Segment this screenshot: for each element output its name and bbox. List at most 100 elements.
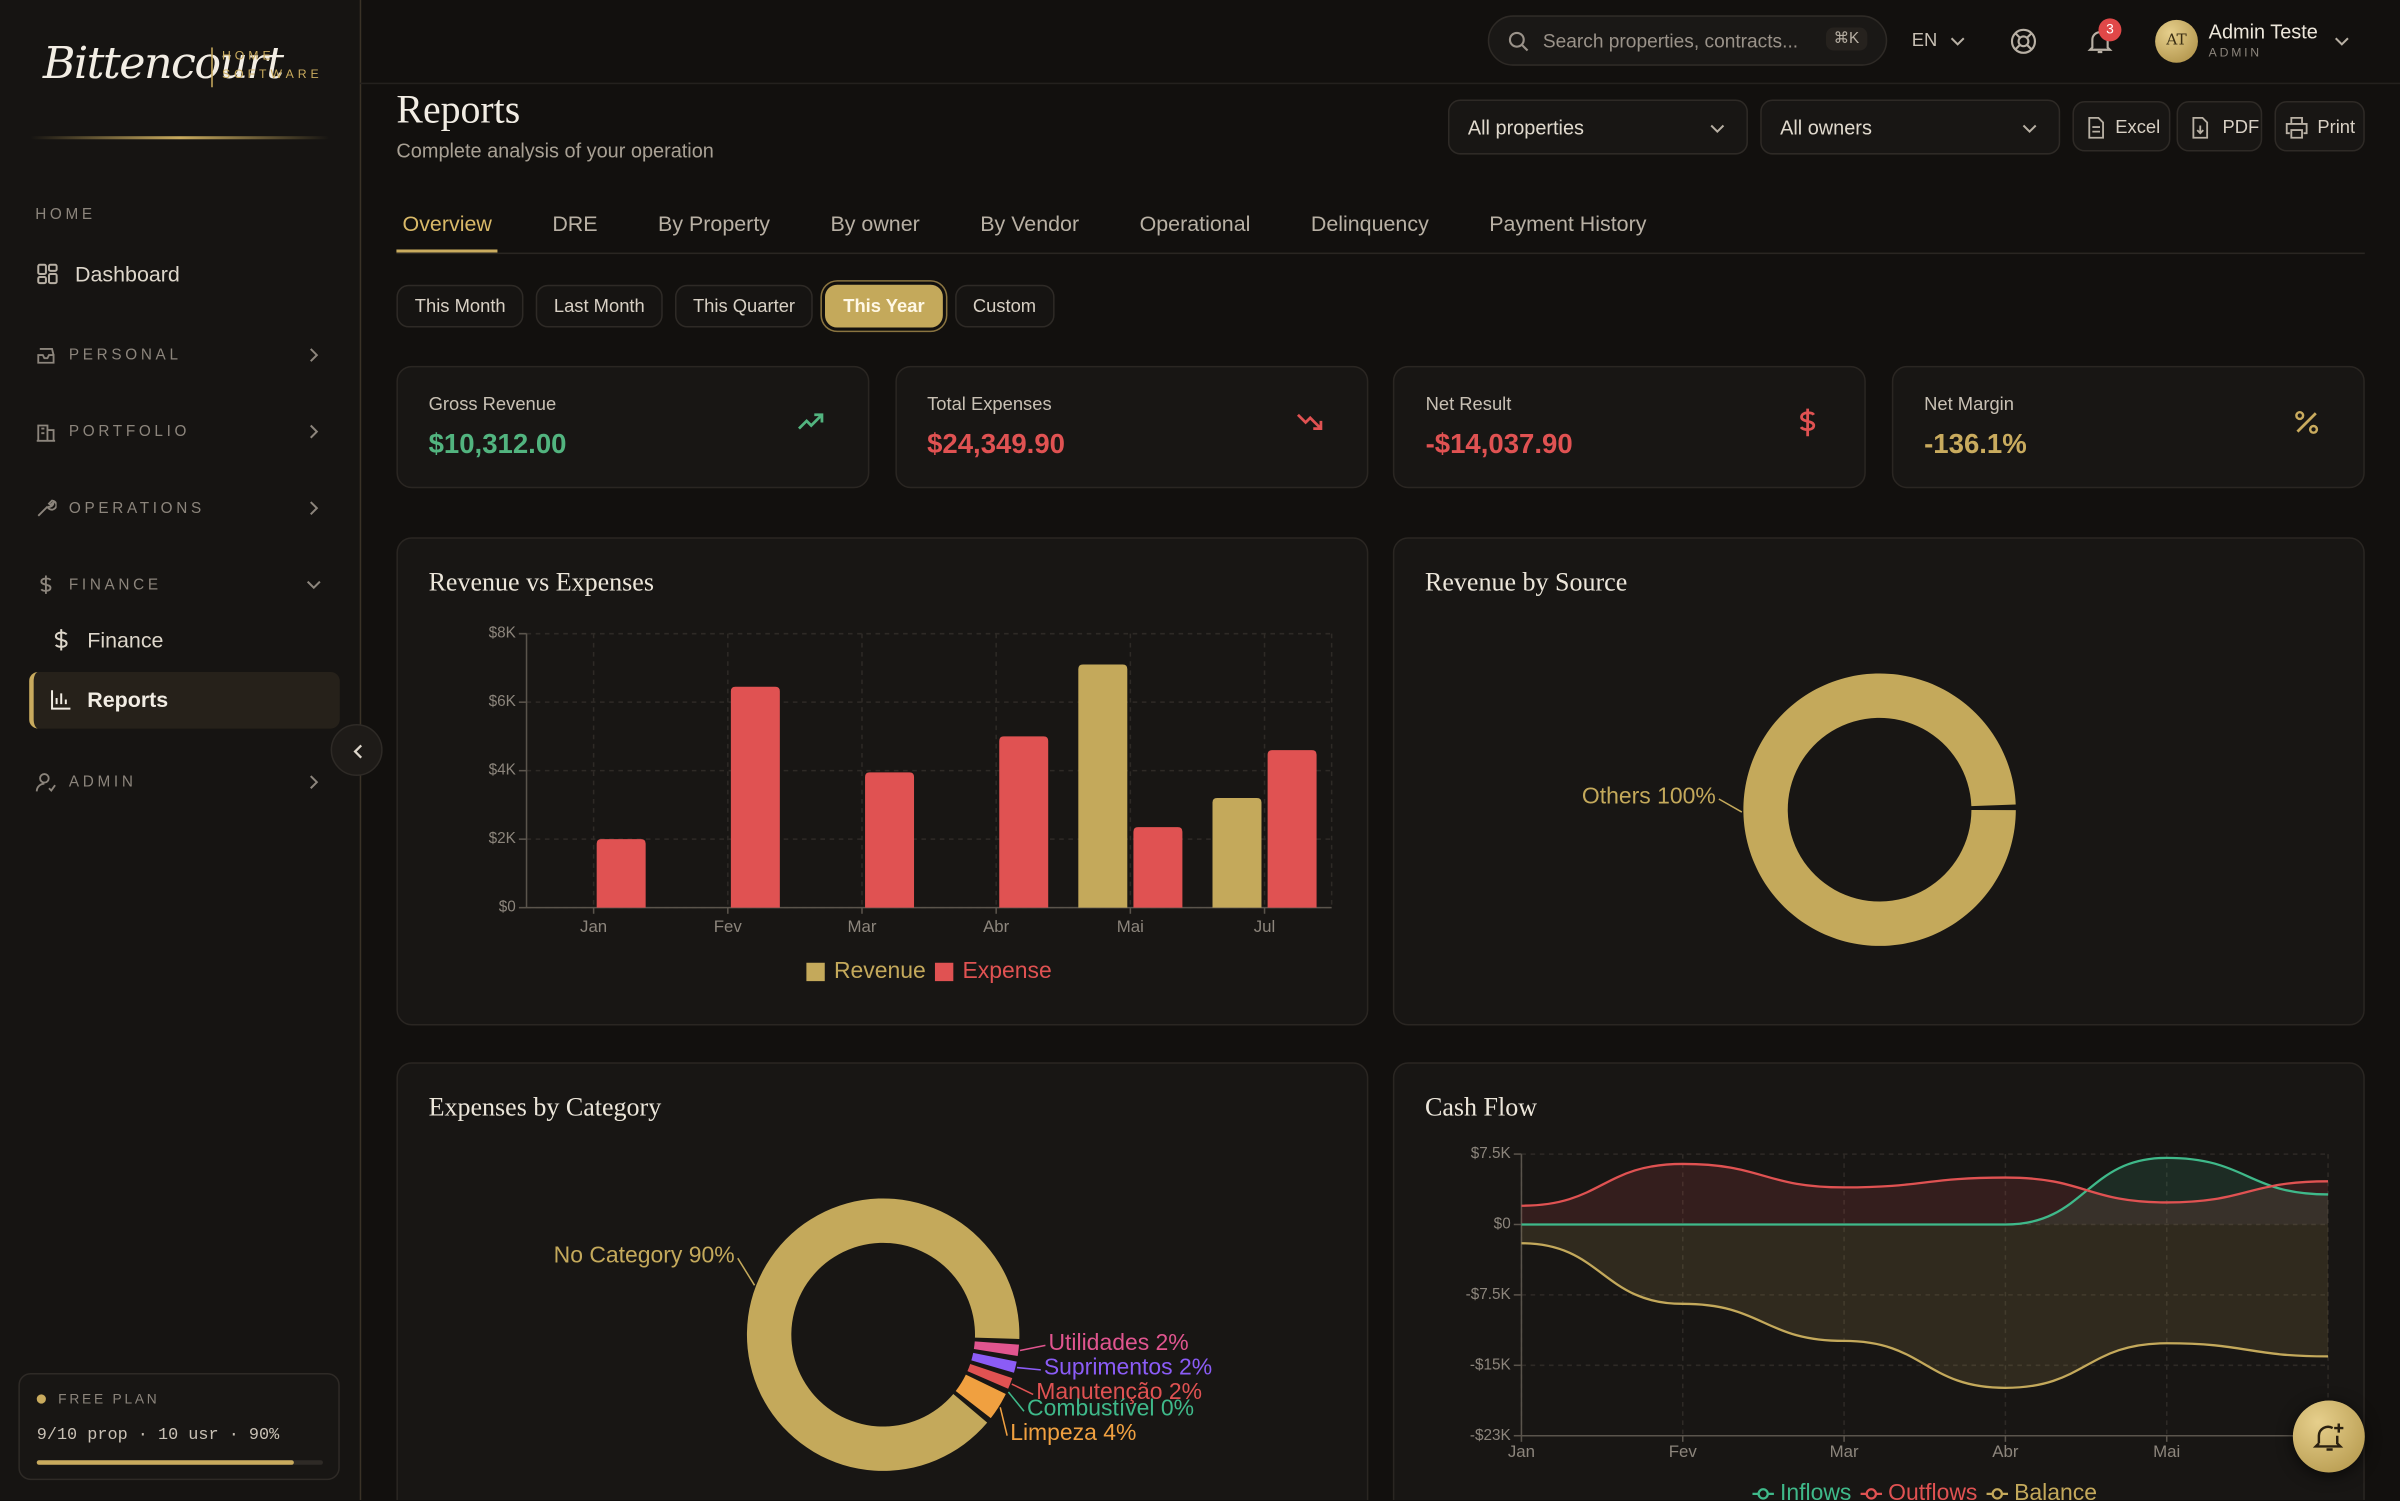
chart-card: Expenses by Category No Category 90% Utili… [396,1062,1369,1500]
bar [999,736,1049,908]
nav-item[interactable]: Finance [0,624,360,655]
avatar[interactable]: AT [2155,19,2198,63]
nav-group[interactable]: ADMIN [0,770,360,798]
kpi-label: Net Margin [1924,393,2014,415]
nav-group[interactable]: FINANCE [0,572,360,600]
period-pill[interactable]: Last Month [535,284,664,328]
chart-title: Revenue by Source [1425,568,1627,597]
tab[interactable]: DRE [552,211,598,236]
plan-progress [36,1460,295,1465]
chevron[interactable] [2334,34,2349,49]
legend-label: Balance [2014,1479,2097,1500]
legend-item: Expense [934,957,1052,983]
chevron [2022,124,2037,134]
leader-line [999,1407,1008,1436]
language[interactable]: EN [1911,29,1938,51]
nav-group[interactable]: PERSONAL [0,343,360,371]
shortcut: ⌘K [1826,27,1867,51]
y-tick-label: -$15K [1470,1356,1512,1373]
line [1521,1156,2329,1226]
period-pill[interactable]: This Quarter [674,284,814,328]
search-box[interactable]: Search properties, contracts... ⌘K [1487,15,1888,66]
chart: Revenue by Source Others 100% [1425,568,2016,946]
export-button[interactable]: PDF [2176,101,2263,152]
filter-select[interactable]: All properties [1447,99,1748,155]
alerts-button[interactable] [2292,1400,2365,1473]
help-icon[interactable] [2010,28,2038,56]
icon [37,499,57,517]
logo-rule [30,136,330,140]
plan-box: FREE PLAN 9/10 prop · 10 usr · 90% [18,1372,340,1481]
tabs-rule [396,252,2365,255]
icon [54,629,68,651]
chart-title: Revenue vs Expenses [429,568,654,597]
button-label: Print [2317,116,2356,138]
nav-group[interactable]: OPERATIONS [0,496,360,524]
tab[interactable]: Payment History [1489,211,1647,236]
nav-item-active[interactable]: Reports [29,671,340,729]
icon [2192,116,2209,139]
export-button[interactable]: Excel [2072,101,2171,152]
slice-label: Others 100% [1582,783,1716,809]
icon [37,263,58,285]
nav-group[interactable]: PORTFOLIO [0,419,360,447]
export-button[interactable]: Print [2274,101,2365,152]
tab[interactable]: By owner [830,211,920,236]
nav-section: OPERATIONS [68,500,205,518]
bar [596,839,646,908]
legend-item: Balance [1986,1479,2097,1500]
kpi-icon [798,413,824,430]
x-tick-label: Mar [1830,1442,1859,1461]
x-tick-label: Fev [714,917,743,936]
tab[interactable]: By Vendor [980,211,1080,236]
kpi-value: $24,349.90 [927,428,1065,460]
x-tick-label: Fev [1669,1442,1698,1461]
icon [40,575,52,594]
legend-label: Expense [963,957,1052,983]
x-tick-label: Abr [983,917,1010,936]
leader-line [737,1257,756,1286]
line [1521,1162,2329,1207]
search-placeholder: Search properties, contracts... [1542,30,1799,53]
tab[interactable]: By Property [658,211,770,236]
legend-label: Outflows [1888,1479,1977,1500]
nav-item[interactable]: Dashboard [0,257,360,291]
slice [971,1352,1017,1373]
plan-usage: 9/10 prop · 10 usr · 90% [36,1426,280,1445]
tab[interactable]: Delinquency [1310,211,1429,236]
slice [955,1374,1006,1419]
collapse-button[interactable] [330,723,383,777]
kpi-value: -$14,037.90 [1425,428,1573,460]
slice [967,1363,1013,1389]
period-pill[interactable]: This Month [396,284,525,328]
logo[interactable]: Bittencourt [42,36,284,89]
y-tick-label: $8K [489,625,517,642]
nav-section: FINANCE [68,577,162,594]
y-tick-label: -$23K [1470,1427,1512,1444]
legend-label: Inflows [1780,1479,1851,1500]
period-pill[interactable]: This Year [824,284,943,328]
chevron [1950,37,1965,46]
y-tick-label: $0 [1494,1216,1511,1233]
select-value: All owners [1780,116,1872,140]
notification-badge: 3 [2098,18,2122,42]
x-tick-label: Jul [1254,917,1276,936]
tab[interactable]: Operational [1139,211,1251,236]
legend-swatch [1991,1488,2004,1500]
nav-label: Reports [87,687,169,712]
tab[interactable]: Overview [396,194,499,253]
leader-line [1011,1383,1034,1396]
period-pill[interactable]: Custom [954,284,1055,328]
legend-swatch [1865,1488,1878,1500]
y-tick-label: -$7.5K [1466,1286,1512,1303]
filter-select[interactable]: All owners [1760,99,2061,155]
icon [36,424,56,442]
plan-label: FREE PLAN [58,1391,160,1407]
chevron [310,775,319,789]
legend-swatch [934,962,954,982]
x-tick-label: Abr [1992,1442,2019,1461]
icon [2312,1423,2344,1451]
legend-swatch [806,962,825,982]
